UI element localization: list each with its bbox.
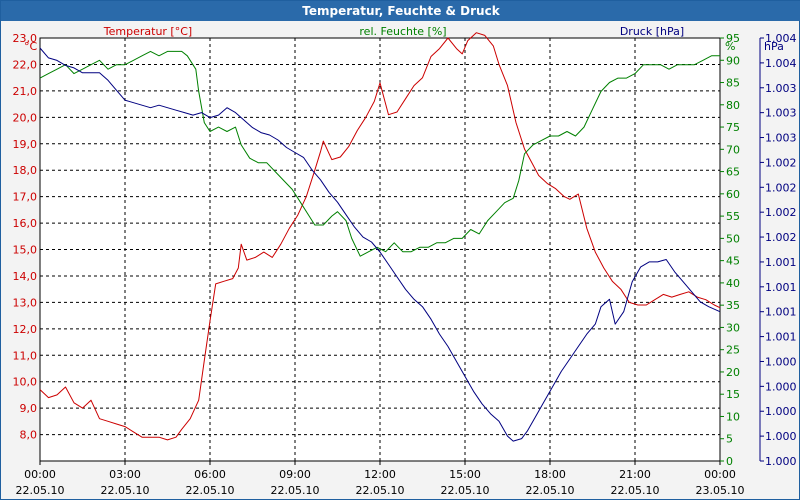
x-tick-label-date: 22.05.10	[526, 484, 575, 497]
humidity-tick-label: 45	[726, 255, 740, 268]
humidity-tick-label: 55	[726, 210, 740, 223]
pressure-tick-label: 1.001	[765, 331, 797, 344]
x-tick-label-date: 22.05.10	[16, 484, 65, 497]
x-tick-label-time: 00:00	[24, 468, 56, 481]
temperature-tick-label: 17,0	[13, 191, 38, 204]
temperature-tick-label: 16,0	[13, 217, 38, 230]
humidity-tick-label: 25	[726, 344, 740, 357]
humidity-tick-label: 90	[726, 54, 740, 67]
temperature-tick-label: 13,0	[13, 296, 38, 309]
temperature-tick-label: 8,0	[20, 429, 38, 442]
temperature-tick-label: 19,0	[13, 138, 38, 151]
temperature-tick-label: 14,0	[13, 270, 38, 283]
temperature-tick-label: 21,0	[13, 85, 38, 98]
x-tick-label-time: 15:00	[449, 468, 481, 481]
x-tick-label-time: 21:00	[619, 468, 651, 481]
pressure-tick-label: 1.004	[765, 57, 797, 70]
pressure-tick-label: 1.002	[765, 181, 797, 194]
x-tick-label-date: 22.05.10	[101, 484, 150, 497]
pressure-tick-label: 1.002	[765, 231, 797, 244]
x-tick-label-date: 22.05.10	[441, 484, 490, 497]
temperature-tick-label: 18,0	[13, 164, 38, 177]
x-tick-label-time: 18:00	[534, 468, 566, 481]
x-tick-label-date: 22.05.10	[186, 484, 235, 497]
pressure-unit: hPa	[764, 40, 784, 53]
temperature-tick-label: 9,0	[20, 402, 38, 415]
x-tick-label-date: 23.05.10	[696, 484, 745, 497]
series-line-temperature	[39, 32, 721, 441]
x-tick-label-time: 06:00	[194, 468, 226, 481]
pressure-tick-label: 1.000	[765, 380, 797, 393]
humidity-unit: %	[725, 40, 735, 53]
pressure-tick-label: 1.001	[765, 256, 797, 269]
humidity-tick-label: 70	[726, 143, 740, 156]
humidity-tick-label: 20	[726, 366, 740, 379]
series-line-humidity	[39, 50, 720, 257]
humidity-tick-label: 75	[726, 121, 740, 134]
humidity-tick-label: 30	[726, 321, 740, 334]
temperature-axis-label: Temperatur [°C]	[103, 25, 192, 38]
temperature-tick-label: 23,0	[13, 32, 38, 45]
x-tick-label-date: 22.05.10	[271, 484, 320, 497]
pressure-tick-label: 1.000	[765, 355, 797, 368]
x-tick-label-date: 22.05.10	[356, 484, 405, 497]
temperature-tick-label: 15,0	[13, 244, 38, 257]
window-title: Temperatur, Feuchte & Druck	[1, 1, 800, 21]
temperature-tick-label: 10,0	[13, 376, 38, 389]
temperature-tick-label: 12,0	[13, 323, 38, 336]
humidity-tick-label: 95	[726, 32, 740, 45]
humidity-axis-label: rel. Feuchte [%]	[359, 25, 446, 38]
x-tick-label-time: 03:00	[109, 468, 141, 481]
humidity-tick-label: 50	[726, 232, 740, 245]
temperature-unit: °C	[24, 40, 38, 53]
humidity-tick-label: 10	[726, 410, 740, 423]
pressure-tick-label: 1.004	[765, 32, 797, 45]
humidity-tick-label: 85	[726, 77, 740, 90]
pressure-tick-label: 1.003	[765, 82, 797, 95]
x-tick-label-time: 09:00	[279, 468, 311, 481]
humidity-tick-label: 15	[726, 388, 740, 401]
x-tick-label-time: 00:00	[704, 468, 736, 481]
pressure-tick-label: 1.002	[765, 156, 797, 169]
pressure-tick-label: 1.000	[765, 455, 797, 468]
x-tick-label-time: 12:00	[364, 468, 396, 481]
pressure-tick-label: 1.000	[765, 430, 797, 443]
pressure-tick-label: 1.002	[765, 206, 797, 219]
x-tick-label-date: 22.05.10	[611, 484, 660, 497]
temperature-tick-label: 22,0	[13, 58, 38, 71]
humidity-tick-label: 35	[726, 299, 740, 312]
temperature-tick-label: 11,0	[13, 349, 38, 362]
pressure-tick-label: 1.003	[765, 107, 797, 120]
humidity-tick-label: 60	[726, 188, 740, 201]
pressure-tick-label: 1.003	[765, 132, 797, 145]
pressure-tick-label: 1.000	[765, 405, 797, 418]
humidity-tick-label: 80	[726, 99, 740, 112]
pressure-tick-label: 1.001	[765, 306, 797, 319]
humidity-tick-label: 5	[726, 433, 733, 446]
humidity-tick-label: 0	[726, 455, 733, 468]
humidity-tick-label: 65	[726, 166, 740, 179]
pressure-axis-label: Druck [hPa]	[620, 25, 684, 38]
series-line-pressure	[39, 47, 721, 442]
temperature-tick-label: 20,0	[13, 111, 38, 124]
pressure-tick-label: 1.001	[765, 281, 797, 294]
humidity-tick-label: 40	[726, 277, 740, 290]
